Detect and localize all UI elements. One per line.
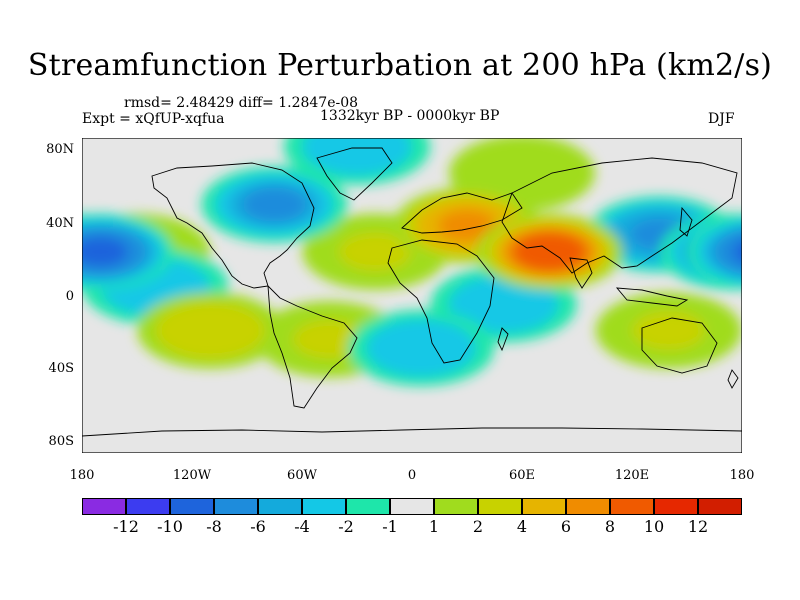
colorbar-label: 8	[604, 517, 616, 536]
colorbar-swatch	[170, 498, 214, 515]
lon-tick-label: 60E	[508, 468, 536, 483]
contour-region	[82, 237, 128, 267]
colorbar-swatch	[302, 498, 346, 515]
colorbar-swatch	[566, 498, 610, 515]
contour-region	[733, 240, 742, 263]
contour-region	[293, 319, 366, 359]
stats-text: rmsd= 2.48429 diff= 1.2847e-08	[124, 95, 359, 111]
colorbar-swatch	[258, 498, 302, 515]
contour-region	[467, 284, 540, 324]
period-label: 1332kyr BP - 0000kyr BP	[320, 108, 500, 124]
colorbar-label: 6	[560, 517, 572, 536]
colorbar-label: 12	[687, 517, 709, 536]
contour-region	[384, 328, 458, 368]
lat-tick-label: 40S	[48, 361, 74, 376]
field-contours	[82, 138, 742, 386]
colorbar-label: -12	[113, 517, 139, 536]
colorbar-swatch	[478, 498, 522, 515]
colorbar-swatch	[82, 498, 126, 515]
lon-tick-label: 120E	[614, 468, 650, 483]
lat-tick-label: 80N	[46, 142, 74, 157]
contour-region	[632, 311, 706, 350]
colorbar-swatch	[214, 498, 258, 515]
streamfunction-map	[82, 138, 742, 453]
lon-tick-label: 60W	[287, 468, 317, 483]
colorbar-label: -6	[250, 517, 266, 536]
colorbar-swatch	[522, 498, 566, 515]
contour-region	[339, 232, 412, 272]
season-label: DJF	[708, 111, 735, 127]
colorbar-swatch	[434, 498, 478, 515]
colorbar-swatch	[698, 498, 742, 515]
colorbar-label: -8	[206, 517, 222, 536]
lon-tick-label: 120W	[172, 468, 212, 483]
coastlines	[82, 147, 742, 437]
contour-region	[476, 149, 568, 197]
colorbar-label: -10	[157, 517, 183, 536]
lon-tick-label: 0	[407, 468, 417, 483]
lat-tick-label: 80S	[48, 434, 74, 449]
colorbar-swatch	[126, 498, 170, 515]
lat-tick-label: 40N	[46, 216, 74, 231]
colorbar-label: -4	[294, 517, 310, 536]
contour-region	[522, 237, 577, 267]
contour-region	[242, 187, 307, 222]
contour-region	[320, 138, 394, 167]
experiment-label: Expt = xQfUP-xqfua	[82, 111, 225, 127]
contour-region	[174, 311, 247, 350]
colorbar-label: 2	[472, 517, 484, 536]
lon-tick-label: 180	[69, 468, 95, 483]
colorbar-label: 4	[516, 517, 528, 536]
contour-region	[724, 235, 742, 269]
colorbar-label: 10	[643, 517, 665, 536]
colorbar-label: -1	[382, 517, 398, 536]
colorbar-label: -2	[338, 517, 354, 536]
map-title: Streamfunction Perturbation at 200 hPa (…	[27, 48, 773, 83]
colorbar-swatch	[654, 498, 698, 515]
colorbar	[82, 498, 742, 516]
lat-tick-label: 0	[65, 289, 74, 304]
colorbar-swatch	[390, 498, 434, 515]
colorbar-label: 1	[428, 517, 440, 536]
colorbar-swatch	[610, 498, 654, 515]
colorbar-swatch	[346, 498, 390, 515]
lon-tick-label: 180	[729, 468, 755, 483]
contour-region	[438, 209, 496, 242]
